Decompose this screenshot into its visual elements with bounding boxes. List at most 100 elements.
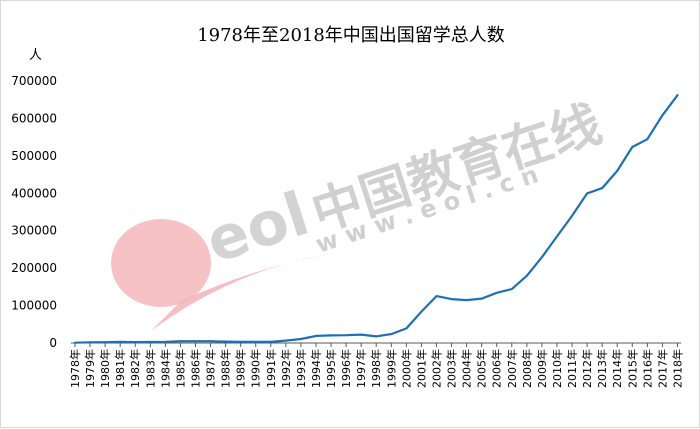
data-point: [480, 297, 483, 300]
x-tick-label: 2001年: [414, 349, 428, 388]
y-tick-label: 400000: [11, 186, 57, 200]
x-tick-label: 1983年: [143, 349, 157, 388]
series-group: [73, 94, 679, 344]
data-point: [390, 333, 393, 335]
x-tick-label: 2005年: [475, 349, 489, 388]
data-point: [420, 310, 423, 313]
y-tick-label: 600000: [11, 111, 57, 125]
data-point: [465, 299, 468, 301]
x-tick-label: 2010年: [550, 349, 564, 388]
x-tick-label: 2016年: [640, 349, 654, 388]
x-tick-label: 1979年: [83, 349, 97, 388]
data-point: [254, 341, 257, 343]
data-point: [345, 334, 347, 337]
data-point: [119, 341, 121, 343]
data-point: [134, 341, 136, 343]
x-tick-label: 2006年: [490, 349, 504, 388]
x-tick-label: 1998年: [369, 349, 383, 388]
x-tick-label: 1980年: [98, 349, 112, 388]
data-point: [74, 341, 76, 344]
data-point: [661, 114, 664, 117]
y-tick-label: 100000: [11, 299, 57, 313]
x-tick-label: 1988年: [219, 349, 233, 388]
x-tick-label: 2007年: [505, 349, 519, 388]
x-tick-labels: 1978年 1979年 1980年 1981年 1982年 1983年 1984年 1985年…: [68, 343, 684, 388]
data-point: [375, 335, 378, 338]
x-tick-label: 1982年: [128, 349, 142, 388]
x-tick-label: 1986年: [188, 349, 202, 388]
y-tick-label: 200000: [11, 261, 57, 275]
x-tick-label: 2014年: [610, 349, 624, 388]
data-point: [270, 341, 272, 343]
data-point: [239, 341, 242, 343]
data-point: [194, 340, 197, 343]
data-point: [450, 298, 453, 300]
x-tick-label: 2018年: [670, 349, 684, 388]
x-tick-label: 2003年: [445, 349, 459, 388]
x-tick-label: 1996年: [339, 349, 353, 388]
x-tick-label: 2009年: [535, 349, 549, 388]
x-tick-label: 2008年: [520, 349, 534, 388]
y-tick-label: 700000: [11, 74, 57, 88]
data-point: [511, 288, 513, 290]
x-tick-label: 2012年: [580, 349, 594, 388]
chart-title: 1978年至2018年中国出国留学总人数: [197, 25, 505, 46]
data-point: [616, 170, 618, 172]
data-point: [164, 341, 167, 343]
data-point: [405, 327, 408, 330]
y-tick-label: 500000: [11, 149, 57, 163]
x-tick-label: 2004年: [460, 349, 474, 388]
data-point: [360, 333, 363, 336]
data-point: [495, 292, 498, 294]
data-point: [315, 335, 317, 337]
watermark: eol 中国教育在线 w w w . e o l . c n: [111, 95, 608, 331]
x-tick-label: 1994年: [309, 349, 323, 388]
data-point: [209, 340, 212, 343]
x-tick-label: 2015年: [625, 349, 639, 388]
y-axis-label: 人: [29, 48, 42, 63]
x-tick-label: 2002年: [429, 349, 443, 388]
x-tick-label: 2017年: [655, 349, 669, 388]
data-point: [435, 295, 438, 297]
x-tick-label: 1993年: [294, 349, 308, 388]
x-tick-label: 1991年: [264, 349, 278, 388]
x-tick-label: 1992年: [279, 349, 293, 388]
x-tick-label: 1985年: [173, 349, 187, 388]
y-tick-labels: 0 100000 200000 300000 400000 500000 600000 700…: [11, 74, 57, 350]
x-tick-label: 2000年: [399, 349, 413, 388]
data-point: [571, 215, 573, 217]
x-tick-label: 1987年: [204, 349, 218, 388]
y-tick-label: 0: [49, 336, 57, 350]
x-tick-label: 1981年: [113, 349, 127, 388]
data-point: [104, 341, 106, 344]
data-point: [676, 94, 679, 96]
x-tick-label: 1990年: [249, 349, 263, 388]
x-tick-label: 2011年: [565, 349, 579, 388]
x-tick-label: 2013年: [595, 349, 609, 388]
data-point: [179, 340, 182, 343]
data-point: [526, 274, 528, 277]
data-point: [586, 192, 588, 195]
data-point: [601, 187, 603, 189]
watermark-logo-circle: [111, 219, 211, 307]
data-point: [89, 341, 91, 344]
data-point: [300, 338, 302, 340]
x-tick-label: 1984年: [158, 349, 172, 388]
data-point: [541, 256, 543, 258]
x-tick-label: 1989年: [234, 349, 248, 388]
x-tick-label: 1997年: [354, 349, 368, 388]
data-point: [631, 146, 634, 148]
x-tick-label: 1978年: [68, 349, 82, 388]
data-point: [149, 341, 152, 343]
x-tick-label: 1999年: [384, 349, 398, 388]
x-tick-label: 1995年: [324, 349, 338, 388]
data-point: [285, 339, 287, 342]
watermark-logo-text: eol: [198, 179, 317, 277]
data-point: [556, 235, 558, 238]
data-point: [646, 138, 649, 140]
y-tick-label: 300000: [11, 224, 57, 238]
data-point: [330, 334, 332, 337]
data-point: [224, 340, 227, 343]
